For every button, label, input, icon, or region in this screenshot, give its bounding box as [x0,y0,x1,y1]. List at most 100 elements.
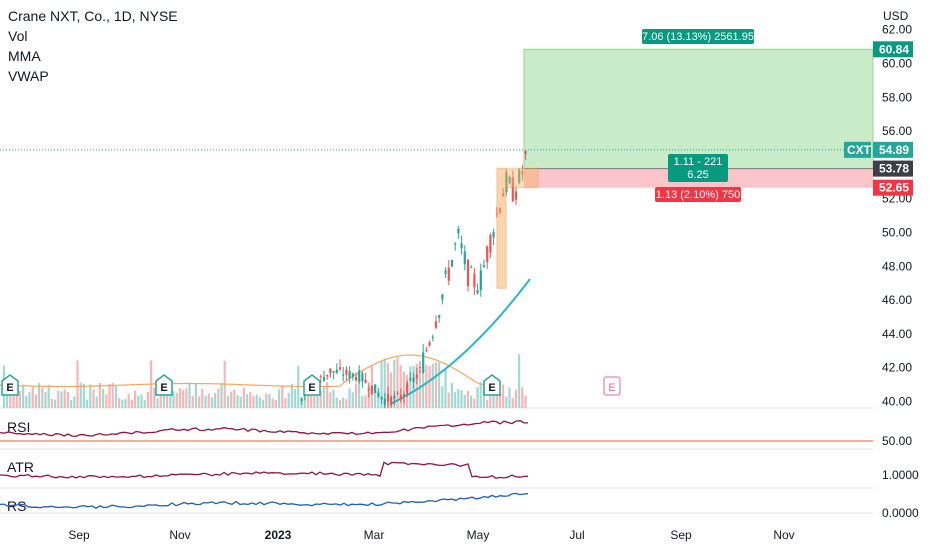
earnings-marker-future[interactable]: E [603,376,621,396]
volume-bar [518,354,521,408]
volume-bar [255,394,258,408]
candle-body [418,367,422,369]
volume-bar [495,385,498,408]
indicator-vwap[interactable]: VWAP [8,68,49,84]
volume-bar [204,395,207,408]
candle-body [409,378,412,381]
ticker-badge-bg [844,141,871,158]
target-price-tag-text: 60.84 [879,42,909,56]
volume-bar [434,362,437,408]
earnings-marker-bg [1,374,19,396]
last-price-tag: 54.89 [873,141,913,158]
candle-body [396,392,399,394]
earnings-marker[interactable]: E [1,374,19,396]
rsi-level-label: 50.00 [882,434,912,448]
volume-bar [252,395,255,408]
volume-bar [521,387,524,408]
time-tick-label: Mar [364,528,385,542]
volume-bar [44,391,47,408]
candle-body [428,342,431,346]
volume-bar [438,362,441,408]
rs-line [0,492,529,509]
volume-bar [15,394,18,408]
earnings-marker-bg [603,376,621,396]
moving-averages [0,278,531,405]
volume-bar [236,395,239,408]
target-label[interactable]: 7.06 (13.13%) 2561.95 [642,29,754,44]
volume-bar [89,384,92,408]
candle-body [518,169,521,183]
candle-body [342,374,345,376]
earnings-marker-text: E [608,382,615,394]
candle-body [521,171,524,175]
volume-bar [191,395,194,408]
volume-bar [316,385,319,408]
volume-bar [262,399,265,408]
volume-bar [290,383,293,408]
volume-bar [18,390,21,408]
price-axis[interactable]: 40.0042.0044.0046.0048.0050.0052.0054.00… [844,9,913,409]
indicator-vol[interactable]: Vol [8,28,28,44]
stop-label[interactable]: 1.13 (2.10%) 750 [655,187,741,202]
candle-body [338,367,342,370]
candle-body [322,377,326,382]
earnings-marker[interactable]: E [483,374,501,396]
volume-bar [143,399,146,408]
candle-body [393,395,396,399]
candle-body [399,394,402,400]
indicator-mma[interactable]: MMA [8,48,41,64]
entry-price-tag-text: 53.78 [879,162,909,176]
volume-bar [60,391,63,408]
earnings-marker-bg [155,374,173,396]
earnings-marker[interactable]: E [303,374,321,396]
volume-bar [95,396,98,408]
time-axis[interactable]: Sep Nov 2023 Mar May Jul Sep Nov [68,528,794,542]
volume-bar [361,396,364,408]
candle-body [390,396,393,405]
volume-bar [358,383,361,408]
currency-label: USD [883,9,909,23]
candle-body [486,246,489,262]
indicator-panes: RSI 50.00 ATR 1.0000 RS 0.0000 [0,419,919,520]
volume-bar [498,393,501,408]
volume-bar [66,391,69,408]
volume-bar [207,393,210,408]
volume-bar [271,398,274,408]
volume-bar [188,382,191,408]
time-tick-label: 2023 [265,528,292,542]
candle-body [422,352,425,373]
volume-bar [114,386,117,408]
volume-bar [268,393,271,408]
volume-bar [505,396,508,408]
volume-bar [313,392,316,408]
candle-body [508,177,511,184]
earnings-marker[interactable]: E [155,374,173,396]
volume-bar [210,397,213,408]
candle-body [524,151,527,154]
volume-bar [454,392,457,408]
symbol-title[interactable]: Crane NXT, Co., 1D, NYSE [8,8,178,24]
candle-body [335,369,338,374]
volume-bar [22,384,25,408]
volume-bar [137,395,140,408]
candle-body [386,394,390,402]
candle-body [492,232,495,238]
volume-bar [348,388,351,408]
volume-bar [220,383,223,408]
candle-body [351,373,354,377]
candle-body [348,370,351,379]
volume-bar [508,387,511,408]
risk-reward-label-line2: 6.25 [687,169,708,181]
volume-bar [393,359,396,408]
volume-bar [70,399,73,408]
volume-bar [322,386,325,408]
candle-body [489,234,492,253]
volume-bar [329,392,332,408]
candle-body [377,392,380,397]
price-tick-label: 46.00 [882,293,912,307]
volume-bar [57,390,60,408]
